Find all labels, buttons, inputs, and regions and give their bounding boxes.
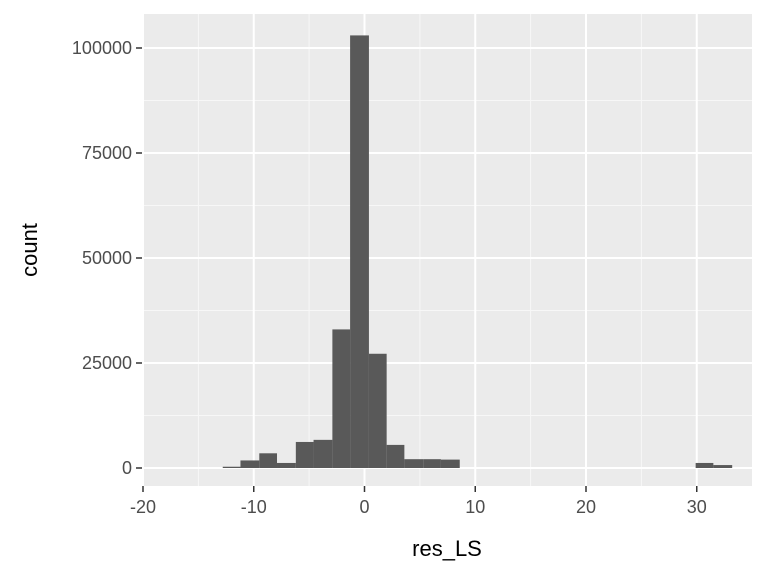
- histogram-bars: [222, 35, 733, 469]
- histogram-bar: [386, 444, 405, 468]
- histogram-bar: [259, 453, 278, 468]
- plot-panel: [142, 14, 752, 486]
- y-tick-label: 0: [122, 458, 132, 478]
- histogram-bar: [695, 462, 714, 468]
- histogram-bar: [423, 459, 441, 468]
- histogram-bar: [222, 466, 241, 468]
- minor-gridlines: [142, 14, 752, 486]
- histogram-bar: [277, 462, 296, 468]
- histogram-bar: [350, 35, 369, 469]
- x-tick-label: 20: [576, 497, 596, 517]
- x-tick-label: 10: [465, 497, 485, 517]
- histogram-bar: [295, 441, 314, 468]
- y-axis-ticks: 0 25000 50000 75000 100000: [72, 38, 142, 478]
- y-tick-label: 75000: [82, 143, 132, 163]
- histogram-bar: [440, 459, 460, 468]
- x-axis-ticks: -20 -10 0 10 20 30: [130, 486, 707, 517]
- y-tick-label: 25000: [82, 353, 132, 373]
- histogram-bar: [368, 353, 387, 468]
- histogram-bar: [313, 439, 333, 468]
- histogram-bar: [332, 329, 351, 468]
- histogram-bar: [240, 460, 260, 468]
- x-tick-label: -20: [130, 497, 156, 517]
- y-tick-label: 100000: [72, 38, 132, 58]
- histogram-bar: [713, 465, 733, 468]
- x-tick-label: 0: [359, 497, 369, 517]
- x-tick-label: -10: [241, 497, 267, 517]
- x-tick-label: 30: [687, 497, 707, 517]
- y-axis-title: count: [17, 223, 42, 277]
- x-axis-title: res_LS: [412, 536, 482, 561]
- y-tick-label: 50000: [82, 248, 132, 268]
- histogram-bar: [404, 459, 424, 468]
